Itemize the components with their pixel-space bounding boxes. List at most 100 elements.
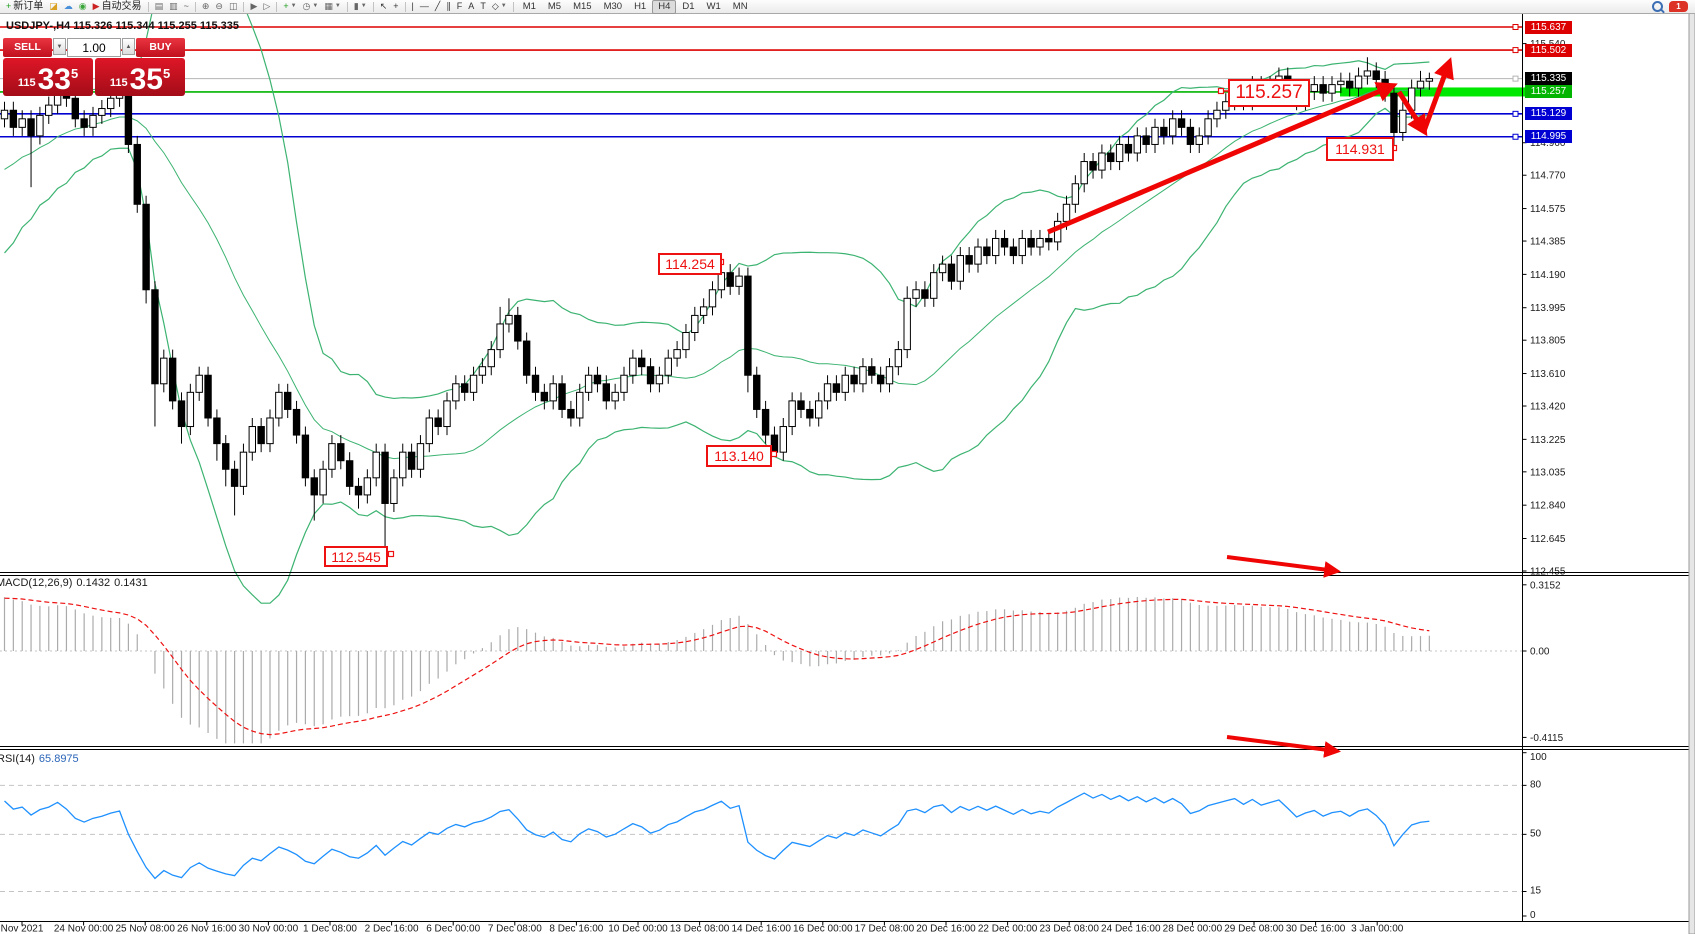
add-indicator-icon[interactable]: + ▼ <box>280 0 299 13</box>
search-icon[interactable] <box>1652 1 1663 12</box>
svg-text:113.610: 113.610 <box>1530 369 1566 380</box>
timeframe-m30-button[interactable]: M30 <box>603 0 623 12</box>
price-annotation-114.931[interactable]: 114.931 <box>1326 137 1394 161</box>
market-watch-icon[interactable]: ◪ <box>46 0 61 13</box>
svg-text:3 Jan 00:00: 3 Jan 00:00 <box>1351 924 1404 934</box>
profiles-icon[interactable]: ▥ <box>166 0 181 13</box>
cursor-icon: ↖ <box>379 1 388 11</box>
fibonacci-icon[interactable]: F <box>454 0 466 13</box>
signals-icon[interactable]: ◉ <box>76 0 90 13</box>
tile-windows-icon[interactable]: ◫ <box>226 0 241 13</box>
timeframe-m15-button[interactable]: M15 <box>573 0 592 12</box>
zoom-in-icon[interactable]: ⊕ <box>199 0 213 13</box>
chart-style-icon[interactable]: ▮ ▼ <box>351 0 370 13</box>
svg-text:114.385: 114.385 <box>1530 237 1566 248</box>
sell-price-prefix: 115 <box>17 77 36 89</box>
text-label-icon: T <box>480 1 486 11</box>
crosshair-icon[interactable]: + <box>390 0 401 13</box>
one-click-trade-panel: SELL ▼ ▲ BUY 115 33 5 115 35 5 <box>3 38 185 96</box>
macd-arrow-down <box>1226 555 1341 578</box>
new-chart-icon: ▤ <box>154 1 164 11</box>
svg-text:114.960: 114.960 <box>1530 138 1566 149</box>
svg-text:114.770: 114.770 <box>1530 171 1566 182</box>
auto-scroll-icon[interactable]: ▶ <box>247 0 260 13</box>
buy-price-box[interactable]: 115 35 5 <box>95 58 185 96</box>
svg-text:112.840: 112.840 <box>1530 501 1566 512</box>
profiles-icon: ▥ <box>169 1 178 11</box>
toolbar-separator <box>276 1 278 12</box>
timeframe-m1-button[interactable]: M1 <box>522 0 536 12</box>
equidistant-channel-icon: ∥ <box>446 1 451 11</box>
buy-price-prefix: 115 <box>109 77 128 89</box>
buy-price-big: 35 <box>129 63 163 96</box>
svg-text:28 Dec 00:00: 28 Dec 00:00 <box>1163 924 1223 934</box>
tile-windows-icon: ◫ <box>228 1 238 11</box>
horizontal-line-icon[interactable]: — <box>417 0 432 13</box>
new-order-button-label: 新订单 <box>13 1 44 12</box>
main-toolbar: + 新订单 ◪ ☁ ◉ ▶ 自动交易 ▤ ▥ ~ ⊕ ⊖ ◫ ▶ ▷ + ▼ ◷ ▼ ▦ ▼ ▮ ▼ ↖ + | — ╱ ∥ F A T ◇ ▼ M… <box>0 0 1695 14</box>
svg-text:113.225: 113.225 <box>1530 435 1566 446</box>
svg-text:2 Dec 16:00: 2 Dec 16:00 <box>365 924 419 934</box>
text-label-icon[interactable]: T <box>477 0 489 13</box>
buy-button[interactable]: BUY <box>136 38 185 57</box>
sell-button[interactable]: SELL <box>3 38 52 57</box>
price-badge-115.257: 115.257 <box>1525 85 1572 99</box>
macd-label: MACD(12,26,9) 0.1432 0.1431 <box>0 577 148 589</box>
volume-increase-button[interactable]: ▲ <box>122 38 135 55</box>
svg-text:16 Dec 00:00: 16 Dec 00:00 <box>793 924 853 934</box>
timeframe-h4-button[interactable]: H4 <box>652 0 677 14</box>
fibonacci-icon: F <box>456 1 463 11</box>
equidistant-channel-icon[interactable]: ∥ <box>443 0 454 13</box>
toolbar-separator <box>243 1 245 12</box>
price-annotation-112.545[interactable]: 112.545 <box>324 546 388 567</box>
price-annotation-115.257[interactable]: 115.257 <box>1228 79 1310 107</box>
macd-name: MACD(12,26,9) <box>0 577 73 589</box>
sell-price-box[interactable]: 115 33 5 <box>3 58 93 96</box>
horizontal-line-icon: — <box>419 1 429 11</box>
svg-text:14 Dec 16:00: 14 Dec 16:00 <box>731 924 791 934</box>
trendline-icon: ╱ <box>434 1 441 11</box>
timeframe-m5-button[interactable]: M5 <box>547 0 562 12</box>
cursor-icon[interactable]: ↖ <box>377 0 391 13</box>
svg-text:0.00: 0.00 <box>1530 647 1550 658</box>
timeframe-d1-button[interactable]: D1 <box>682 0 695 12</box>
timeframe-w1-button[interactable]: W1 <box>706 0 721 12</box>
shapes-icon[interactable]: ◇ ▼ <box>489 0 510 13</box>
chevron-down-icon: ▼ <box>334 3 341 9</box>
svg-text:15: 15 <box>1530 886 1542 897</box>
price-annotation-114.254[interactable]: 114.254 <box>658 253 722 275</box>
trendline-icon[interactable]: ╱ <box>432 0 443 13</box>
tick-chart-icon[interactable]: ~ <box>181 0 192 13</box>
tick-chart-icon: ~ <box>183 1 189 11</box>
vertical-line-icon[interactable]: | <box>409 0 417 13</box>
chart-shift-icon: ▷ <box>263 1 271 11</box>
timeframe-mn-button[interactable]: MN <box>732 0 748 12</box>
volume-decrease-button[interactable]: ▼ <box>53 38 66 55</box>
autotrading-button-label: 自动交易 <box>101 1 142 12</box>
volume-input[interactable] <box>67 38 121 57</box>
zoom-in-icon: ⊕ <box>201 1 210 11</box>
svg-text:26 Nov 16:00: 26 Nov 16:00 <box>177 924 237 934</box>
new-order-button[interactable]: + 新订单 <box>3 0 46 13</box>
pullback-arrow-down <box>1396 90 1428 137</box>
notifications-icon[interactable]: 1 <box>1669 1 1688 12</box>
timeframe-h1-button[interactable]: H1 <box>634 0 647 12</box>
svg-text:1 Dec 08:00: 1 Dec 08:00 <box>303 924 357 934</box>
vertical-line-icon: | <box>411 1 414 11</box>
chart-shift-icon[interactable]: ▷ <box>260 0 273 13</box>
zoom-out-icon[interactable]: ⊖ <box>212 0 226 13</box>
chevron-down-icon: ▼ <box>500 3 507 9</box>
svg-text:0.3152: 0.3152 <box>1530 580 1561 591</box>
text-icon[interactable]: A <box>465 0 477 13</box>
new-chart-icon[interactable]: ▤ <box>152 0 167 13</box>
template-icon[interactable]: ▦ ▼ <box>321 0 343 13</box>
price-badge-115.129: 115.129 <box>1525 107 1572 121</box>
toolbar-right-group: 1 <box>1652 1 1692 12</box>
period-icon[interactable]: ◷ ▼ <box>300 0 322 13</box>
mql5-cloud-icon[interactable]: ☁ <box>61 0 76 13</box>
autotrading-button[interactable]: ▶ 自动交易 <box>90 0 145 13</box>
price-annotation-113.140[interactable]: 113.140 <box>706 445 772 467</box>
svg-text:17 Dec 08:00: 17 Dec 08:00 <box>855 924 915 934</box>
